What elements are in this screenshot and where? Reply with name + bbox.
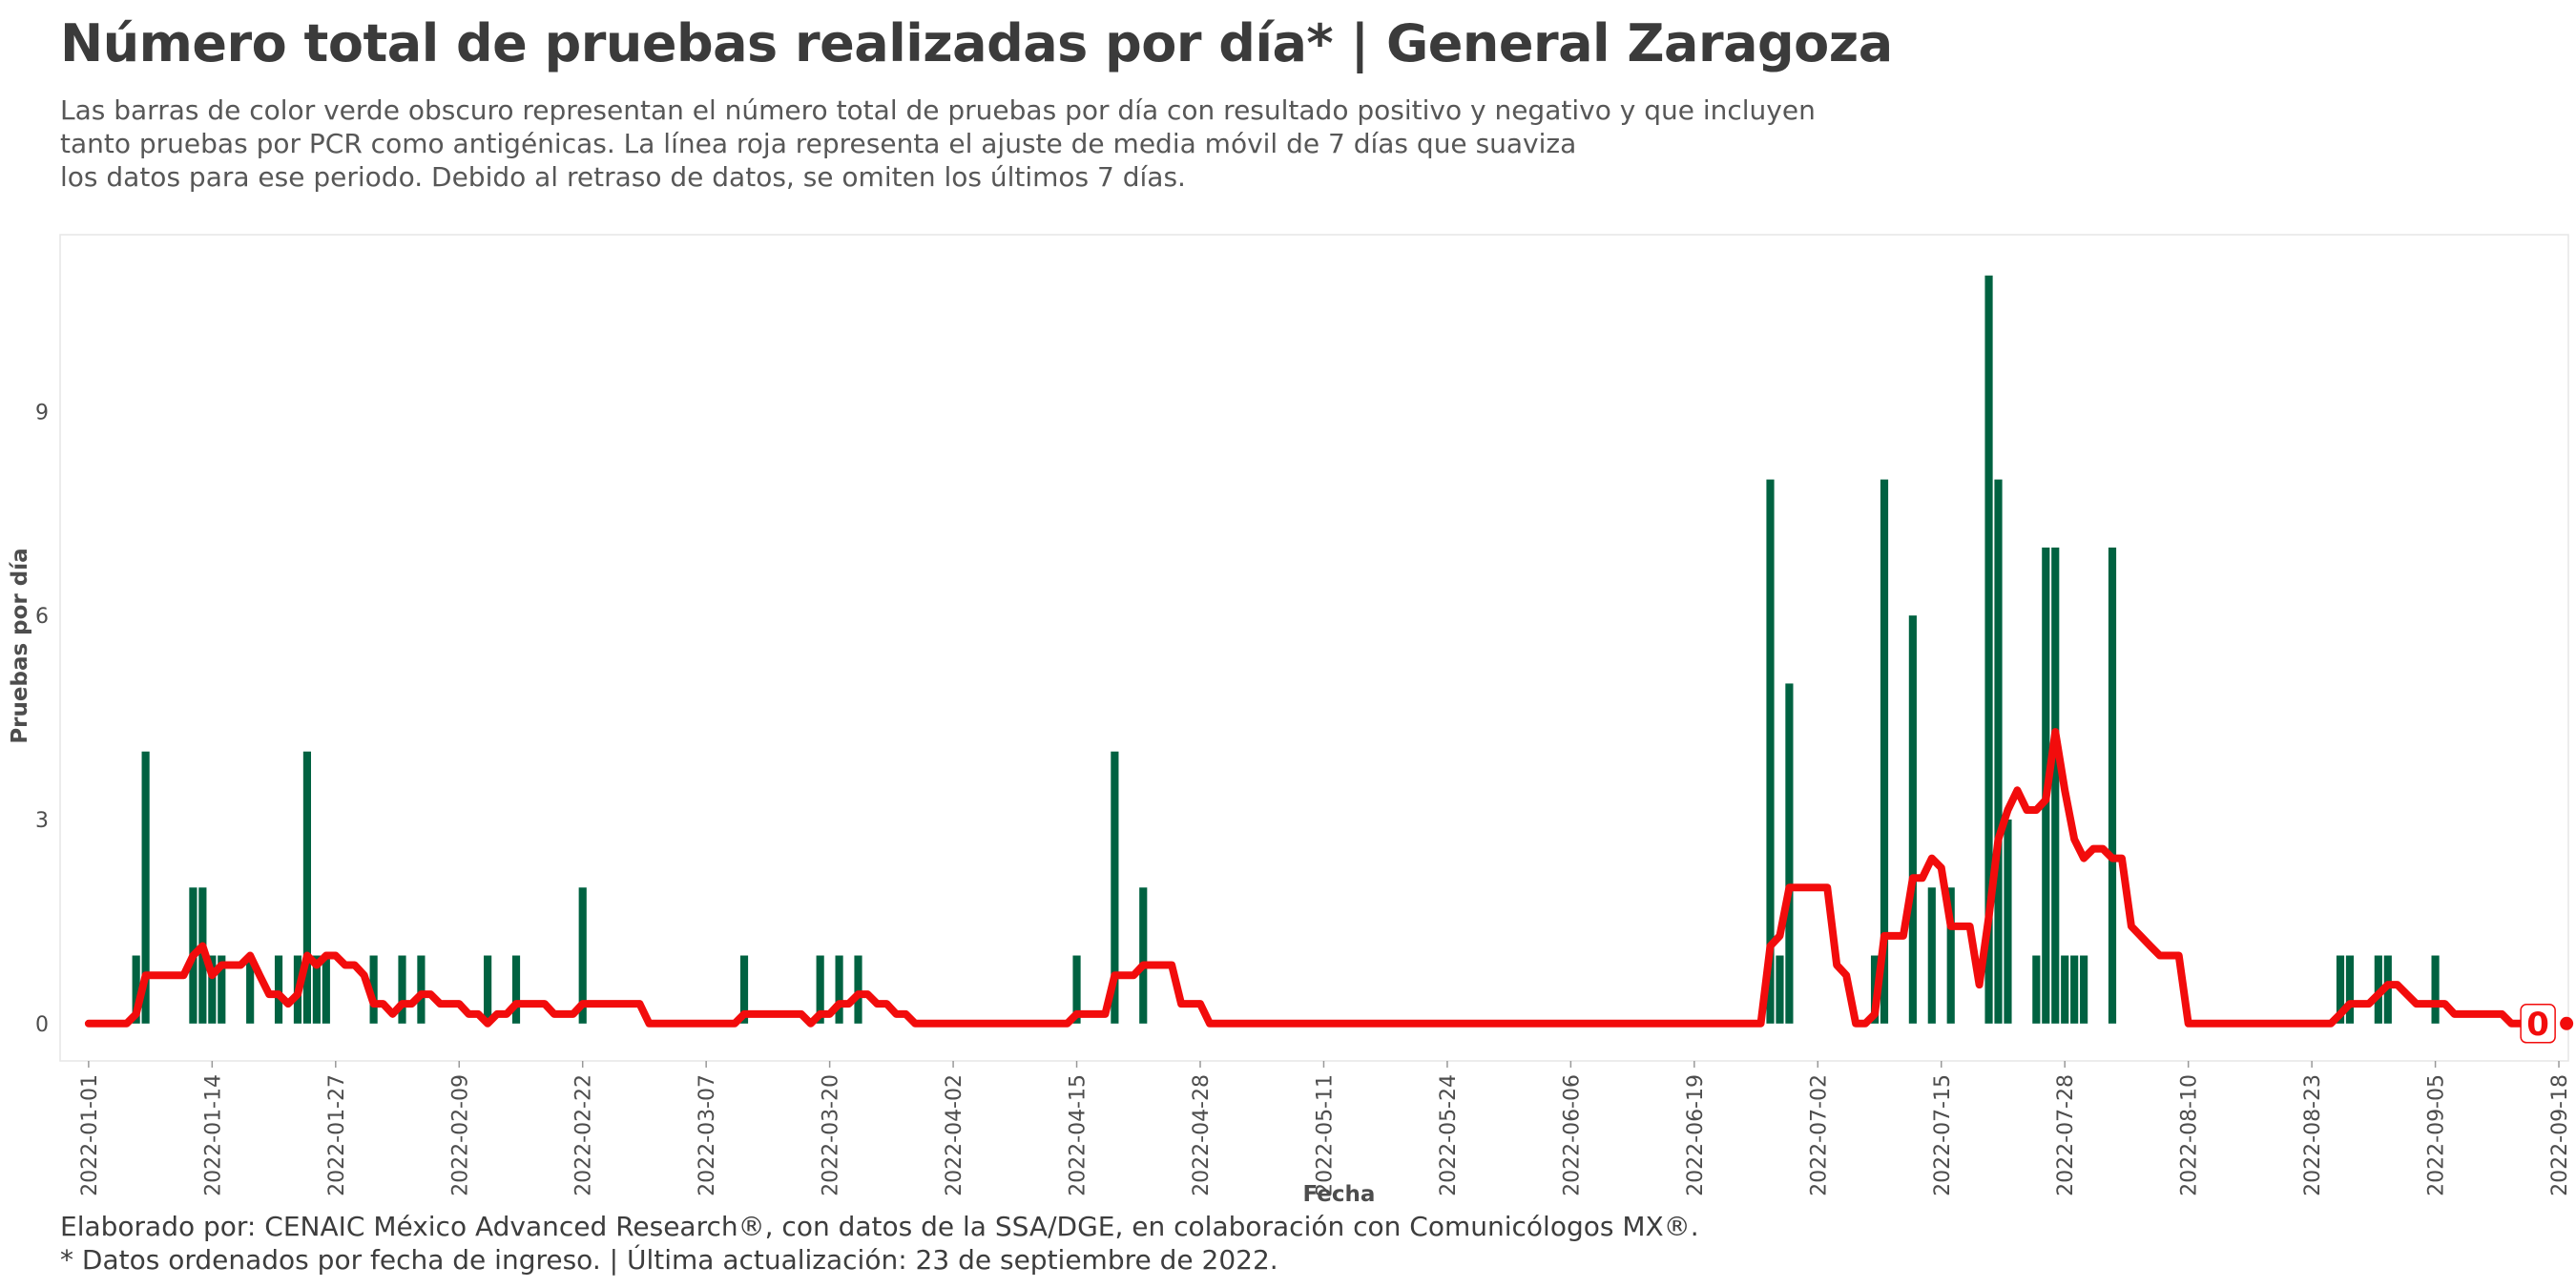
bar [369,955,378,1024]
bar [2004,819,2012,1024]
bar [274,955,283,1024]
bar [2345,955,2355,1024]
y-axis-title: Pruebas por día [8,548,32,743]
end-value-label-box [2520,1004,2556,1044]
bar [312,955,321,1024]
bar [2108,547,2117,1024]
x-tick-label: 2022-07-15 [1931,1074,1955,1196]
x-tick-label: 2022-01-01 [78,1074,102,1196]
bar [2336,955,2345,1024]
bar [739,955,749,1024]
chart-caption: Elaborado por: CENAIC México Advanced Re… [60,1210,1699,1277]
x-tick-label: 2022-03-07 [696,1074,719,1196]
bar [1994,479,2003,1024]
x-tick-label: 2022-09-05 [2425,1074,2449,1196]
bar [854,955,862,1024]
bar [1139,887,1148,1024]
bar [2431,955,2440,1024]
moving-average-line [84,728,2545,1028]
bar [141,751,150,1024]
x-tick-label: 2022-05-11 [1313,1074,1337,1196]
bar [1984,275,1993,1024]
bar [1880,479,1889,1024]
bar [1946,887,1955,1024]
bar [1927,887,1936,1024]
x-axis-title: Fecha [1303,1182,1376,1207]
y-tick-label: 0 [35,1013,49,1037]
bar [2032,955,2041,1024]
bar [2080,955,2088,1024]
x-tick-label: 2022-02-22 [572,1074,596,1196]
bar [2070,955,2079,1024]
x-tick-label: 2022-04-28 [1190,1074,1214,1196]
x-tick-label: 2022-08-10 [2178,1074,2202,1196]
bar [511,955,521,1024]
bar [1785,683,1794,1024]
bar [398,955,406,1024]
bar [1072,955,1081,1024]
y-tick-label: 9 [35,401,49,425]
subtitle-line: Las barras de color verde obscuro repres… [60,94,1816,126]
bar [1111,751,1119,1024]
bar [1908,615,1917,1024]
bar [2061,955,2069,1024]
caption-line: * Datos ordenados por fecha de ingreso. … [60,1244,1278,1276]
caption-line: Elaborado por: CENAIC México Advanced Re… [60,1211,1699,1242]
bar [835,955,843,1024]
end-value-label: 0 [2526,1006,2549,1044]
bar [322,955,330,1024]
x-tick-label: 2022-07-02 [1807,1074,1831,1196]
bar [208,955,217,1024]
y-tick-label: 6 [35,605,49,629]
x-tick-label: 2022-06-06 [1560,1074,1584,1196]
bar [484,955,492,1024]
subtitle-line: tanto pruebas por PCR como antigénicas. … [60,128,1577,159]
x-tick-label: 2022-02-09 [448,1074,472,1196]
bar [816,955,824,1024]
x-tick-label: 2022-08-23 [2301,1074,2325,1196]
bar [578,887,587,1024]
bar [302,751,311,1024]
x-tick-label: 2022-01-14 [201,1074,225,1196]
bar [2051,547,2060,1024]
x-tick-label: 2022-01-27 [325,1074,349,1196]
chart-subtitle: Las barras de color verde obscuro repres… [60,93,1816,194]
plot-panel [59,234,2569,1062]
x-tick-label: 2022-07-28 [2054,1074,2078,1196]
x-tick-label: 2022-06-19 [1684,1074,1708,1196]
bar [132,955,140,1024]
x-tick-label: 2022-04-02 [943,1074,966,1196]
subtitle-line: los datos para ese periodo. Debido al re… [60,161,1186,193]
x-tick-label: 2022-03-20 [820,1074,843,1196]
bar [417,955,426,1024]
y-tick-label: 3 [35,809,49,833]
bar [218,955,226,1024]
end-point-marker [2560,1016,2574,1030]
x-tick-label: 2022-05-24 [1437,1074,1461,1196]
x-tick-label: 2022-04-15 [1067,1074,1091,1196]
bar [1776,955,1784,1024]
x-tick-label: 2022-09-18 [2548,1074,2572,1196]
bar [1766,479,1775,1024]
chart-title: Número total de pruebas realizadas por d… [60,13,1893,73]
bar [246,955,255,1024]
